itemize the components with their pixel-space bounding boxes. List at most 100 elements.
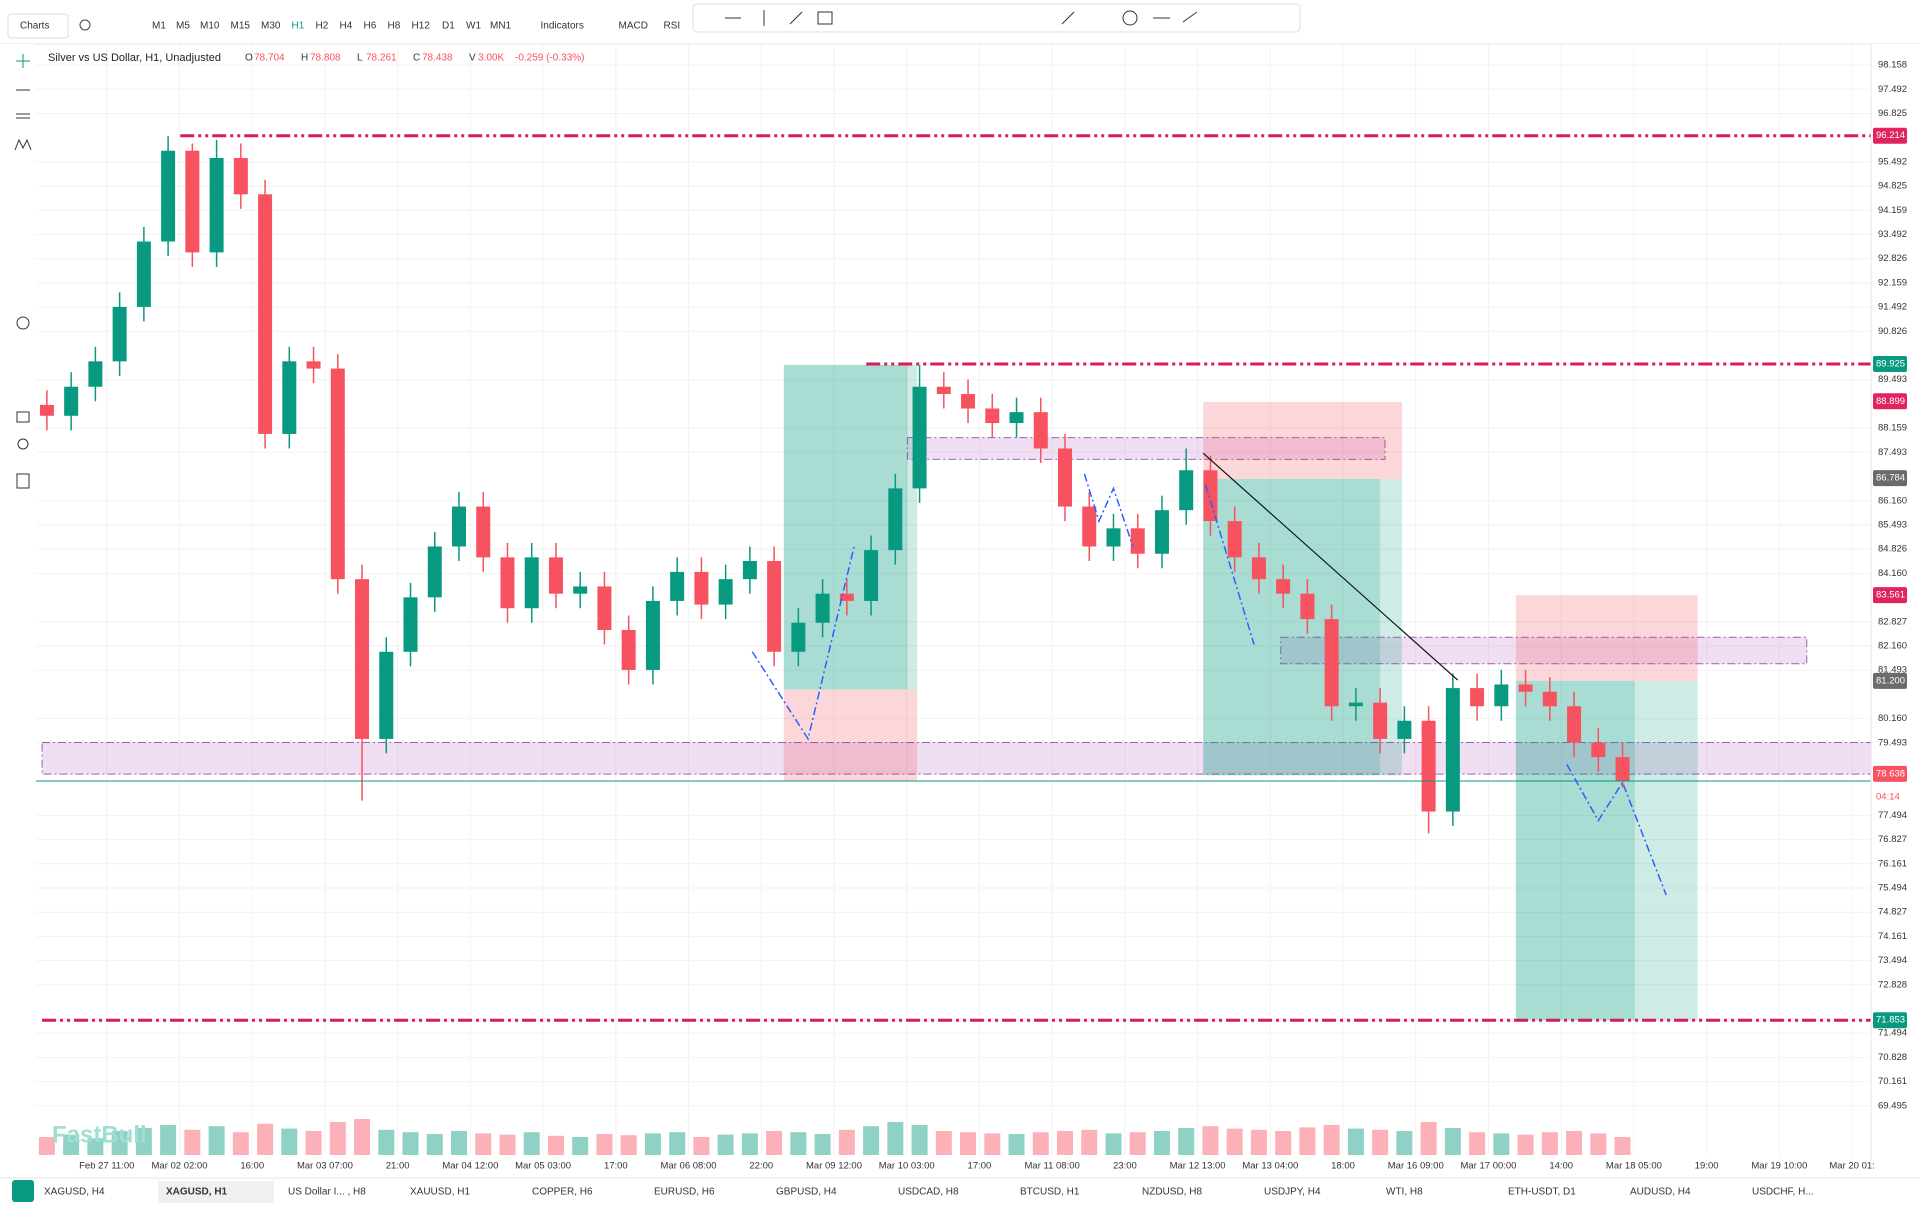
candle-body bbox=[1397, 720, 1412, 739]
volume-bar bbox=[305, 1131, 322, 1155]
candle-body bbox=[864, 550, 879, 601]
x-tick-label: Mar 02 02:00 bbox=[152, 1161, 208, 1172]
timeframe[interactable]: H12 bbox=[412, 21, 431, 32]
candle-body bbox=[839, 593, 854, 601]
ohlc-label: V bbox=[469, 53, 476, 64]
x-tick-label: 14:00 bbox=[1549, 1161, 1573, 1172]
tab[interactable]: USDJPY, H4 bbox=[1264, 1187, 1321, 1198]
volume-bar bbox=[1566, 1131, 1583, 1155]
tab[interactable]: XAGUSD, H1 bbox=[166, 1187, 228, 1198]
zone bbox=[906, 437, 1386, 460]
volume-bar bbox=[1541, 1132, 1558, 1155]
y-tick-label: 94.825 bbox=[1878, 181, 1907, 192]
watchlist-button[interactable] bbox=[12, 1180, 34, 1202]
tab[interactable]: BTCUSD, H1 bbox=[1020, 1187, 1080, 1198]
x-tick-label: Mar 12 13:00 bbox=[1170, 1161, 1226, 1172]
tab[interactable]: US Dollar I... , H8 bbox=[288, 1187, 366, 1198]
loss-zone bbox=[1515, 595, 1698, 681]
timeframe[interactable]: M30 bbox=[261, 21, 281, 32]
active-tab[interactable] bbox=[158, 1181, 274, 1203]
indicators-button[interactable]: Indicators bbox=[541, 21, 584, 32]
volume-bar bbox=[232, 1132, 249, 1155]
x-tick-label: 22:00 bbox=[749, 1161, 773, 1172]
y-tick-label: 76.827 bbox=[1878, 834, 1907, 845]
candle-body bbox=[936, 386, 951, 395]
charts-label[interactable]: Charts bbox=[20, 21, 49, 32]
rsi-button[interactable]: RSI bbox=[664, 21, 681, 32]
volume-bar bbox=[426, 1134, 443, 1155]
volume-bar bbox=[717, 1134, 734, 1155]
tab[interactable]: AUDUSD, H4 bbox=[1630, 1187, 1691, 1198]
volume-bar bbox=[87, 1138, 104, 1155]
tab[interactable]: XAUUSD, H1 bbox=[410, 1187, 470, 1198]
timeframe[interactable]: H1 bbox=[292, 21, 305, 32]
tab[interactable]: EURUSD, H6 bbox=[654, 1187, 715, 1198]
candle-body bbox=[1591, 742, 1606, 758]
tab[interactable]: USDCHF, H... bbox=[1752, 1187, 1814, 1198]
candle-body bbox=[742, 561, 757, 580]
tab[interactable]: XAGUSD, H4 bbox=[44, 1187, 105, 1198]
price-tag-label: 89.925 bbox=[1876, 359, 1905, 370]
tab[interactable]: ETH-USDT, D1 bbox=[1508, 1187, 1576, 1198]
x-tick-label: Mar 16 09:00 bbox=[1388, 1161, 1444, 1172]
y-tick-label: 94.159 bbox=[1878, 205, 1907, 216]
volume-bar bbox=[1032, 1132, 1049, 1155]
volume-bar bbox=[644, 1133, 661, 1155]
drawing-toolbar bbox=[692, 3, 1301, 33]
ohlc-value: 78.261 bbox=[366, 53, 397, 64]
search-icon[interactable] bbox=[79, 19, 91, 31]
tab[interactable]: COPPER, H6 bbox=[532, 1187, 593, 1198]
ohlc-value: 78.704 bbox=[254, 53, 285, 64]
timeframe[interactable]: H4 bbox=[340, 21, 353, 32]
volume-bar bbox=[1081, 1129, 1098, 1155]
timeframe[interactable]: H8 bbox=[388, 21, 401, 32]
volume-bar bbox=[935, 1131, 952, 1155]
tab[interactable]: NZDUSD, H8 bbox=[1142, 1187, 1202, 1198]
tab[interactable]: GBPUSD, H4 bbox=[776, 1187, 837, 1198]
price-tag bbox=[1873, 393, 1907, 410]
candle-body bbox=[1203, 470, 1218, 522]
zone bbox=[1280, 636, 1808, 665]
timeframe[interactable]: M1 bbox=[152, 21, 166, 32]
volume-bar bbox=[547, 1135, 564, 1155]
candle-body bbox=[1009, 412, 1024, 424]
x-tick-label: Mar 20 01: bbox=[1829, 1161, 1874, 1172]
volume-bar bbox=[1129, 1132, 1146, 1155]
x-tick-label: Mar 13 04:00 bbox=[1242, 1161, 1298, 1172]
projection-path bbox=[1083, 473, 1134, 547]
price-tag-label: 81.200 bbox=[1876, 675, 1905, 686]
timeframe[interactable]: W1 bbox=[466, 21, 481, 32]
price-tag bbox=[1873, 587, 1907, 604]
candle-body bbox=[427, 546, 442, 598]
volume-bar bbox=[281, 1128, 298, 1155]
volume-bar bbox=[1105, 1133, 1122, 1155]
left-tools[interactable] bbox=[14, 54, 32, 489]
timeframe[interactable]: D1 bbox=[442, 21, 455, 32]
candle-body bbox=[573, 586, 588, 594]
drawing-tools[interactable] bbox=[725, 10, 1198, 26]
x-tick-label: 23:00 bbox=[1113, 1161, 1137, 1172]
price-tag bbox=[1873, 1012, 1907, 1029]
volume-bar bbox=[160, 1125, 177, 1155]
timeframe[interactable]: M15 bbox=[231, 21, 251, 32]
volume-bar bbox=[1299, 1127, 1316, 1155]
timeframe[interactable]: H2 bbox=[316, 21, 329, 32]
tab[interactable]: WTI, H8 bbox=[1386, 1187, 1423, 1198]
y-tick-label: 84.160 bbox=[1878, 568, 1907, 579]
timeframe[interactable]: M10 bbox=[200, 21, 220, 32]
volume-bar bbox=[1275, 1131, 1292, 1155]
symbol-title: Silver vs US Dollar, H1, Unadjusted bbox=[48, 52, 221, 64]
ohlc-value: 3.00K bbox=[478, 53, 504, 64]
candle-body bbox=[185, 150, 200, 253]
tab-bar bbox=[0, 1166, 1920, 1206]
timeframe[interactable]: MN1 bbox=[490, 21, 512, 32]
timeframe[interactable]: H6 bbox=[364, 21, 377, 32]
timeframe[interactable]: M5 bbox=[176, 21, 190, 32]
candle-body bbox=[767, 561, 782, 652]
charts-button[interactable] bbox=[7, 13, 69, 39]
candle-body bbox=[136, 241, 151, 307]
y-tick-label: 96.825 bbox=[1878, 108, 1907, 119]
macd-button[interactable]: MACD bbox=[619, 21, 648, 32]
tab[interactable]: USDCAD, H8 bbox=[898, 1187, 959, 1198]
volume-bar bbox=[984, 1133, 1001, 1155]
